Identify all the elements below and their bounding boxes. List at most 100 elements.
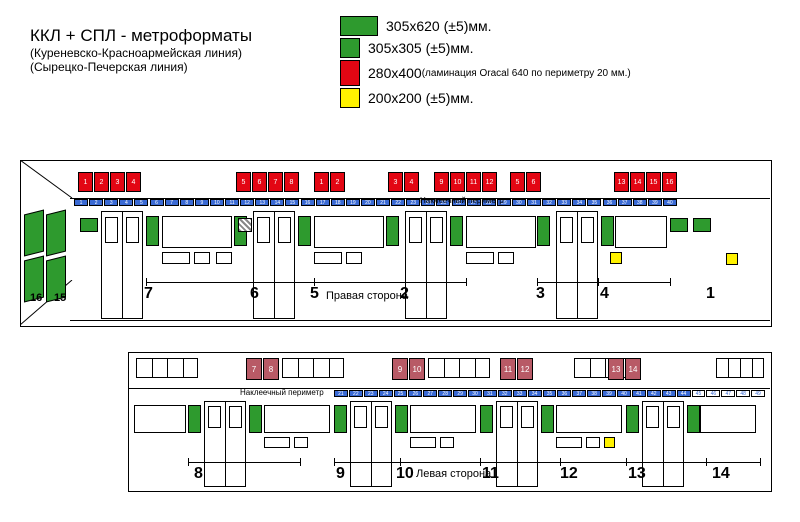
hatch-panel — [238, 218, 252, 232]
ad-slot-red: 1 — [78, 172, 93, 192]
door-number: 7 — [144, 285, 153, 303]
ad-slot-red: 12 — [517, 358, 533, 380]
ad-slot-red: 13 — [608, 358, 624, 380]
ad-slot-red: 4 — [404, 172, 419, 192]
ad-slot-green-large — [188, 405, 201, 433]
sticker-perimeter-cell: 45 — [692, 390, 706, 397]
ad-slot-yellow — [726, 253, 738, 265]
sticker-perimeter-cell: 39 — [602, 390, 616, 397]
ad-slot-red: 5 — [510, 172, 525, 192]
side-label: Левая сторона — [416, 468, 491, 480]
sticker-perimeter-cell: 14 — [270, 199, 284, 206]
sticker-perimeter-cell: 11 — [225, 199, 239, 206]
ad-slot-red: 9 — [434, 172, 449, 192]
sticker-perimeter-cell: 38 — [633, 199, 647, 206]
sticker-perimeter-cell: 18 — [331, 199, 345, 206]
panel-small — [498, 252, 514, 264]
legend-item: 305x620 (±5)мм. — [340, 16, 631, 36]
sticker-perimeter-cell: 32 — [498, 390, 512, 397]
window — [314, 216, 384, 248]
ad-slot-red: 3 — [388, 172, 403, 192]
ad-slot-green-large — [537, 216, 550, 246]
legend-swatch — [340, 60, 360, 86]
ad-slot-red: 10 — [409, 358, 425, 380]
sticker-perimeter-cell: 37 — [572, 390, 586, 397]
window — [700, 405, 756, 433]
ad-slot-red: 15 — [646, 172, 661, 192]
legend-text: 305x620 (±5)мм. — [386, 18, 492, 34]
sticker-perimeter-cell: 39 — [648, 199, 662, 206]
sticker-perimeter-cell: 48 — [736, 390, 750, 397]
legend-swatch — [340, 38, 360, 58]
panel-small — [162, 252, 190, 264]
legend-item: 200x200 (±5)мм. — [340, 88, 631, 108]
sticker-perimeter-cell: 36 — [603, 199, 617, 206]
panel-small — [466, 252, 494, 264]
ad-slot-green-large — [541, 405, 554, 433]
sticker-perimeter-cell: 33 — [513, 390, 527, 397]
sticker-perimeter-cell: 5 — [134, 199, 148, 206]
sticker-perimeter-cell: 33 — [557, 199, 571, 206]
perimeter-label: Наклеечный периметр — [420, 196, 504, 205]
sticker-perimeter-cell: 46 — [706, 390, 720, 397]
ad-slot-red: 7 — [246, 358, 262, 380]
sticker-perimeter-cell: 31 — [527, 199, 541, 206]
legend-item: 280x400(ламинация Oracal 640 по периметр… — [340, 60, 631, 86]
ad-slot-red: 2 — [330, 172, 345, 192]
sticker-perimeter-cell: 34 — [572, 199, 586, 206]
sticker-perimeter-cell: 40 — [617, 390, 631, 397]
ad-slot-red: 6 — [252, 172, 267, 192]
door-number: 3 — [536, 285, 545, 303]
ad-slot-green-large — [249, 405, 262, 433]
ad-slot-green-large — [601, 216, 614, 246]
sticker-perimeter-cell: 47 — [721, 390, 735, 397]
ad-slot-red: 13 — [614, 172, 629, 192]
sticker-perimeter-cell: 23 — [364, 390, 378, 397]
ad-slot-red: 14 — [630, 172, 645, 192]
sticker-perimeter-cell: 30 — [468, 390, 482, 397]
window — [264, 405, 330, 433]
panel-small — [586, 437, 600, 448]
sticker-perimeter-cell: 15 — [285, 199, 299, 206]
panel-small — [194, 252, 210, 264]
door-number: 12 — [560, 465, 578, 483]
ad-slot-yellow — [604, 437, 615, 448]
sticker-perimeter-cell: 40 — [663, 199, 677, 206]
ad-slot-red: 5 — [236, 172, 251, 192]
sticker-perimeter-cell: 22 — [391, 199, 405, 206]
panel-small — [440, 437, 454, 448]
sticker-perimeter-cell: 1 — [74, 199, 88, 206]
panel-small — [264, 437, 290, 448]
panel-small — [314, 252, 342, 264]
sticker-perimeter-cell: 34 — [528, 390, 542, 397]
sticker-perimeter-cell: 7 — [165, 199, 179, 206]
legend-text: 305x305 (±5)мм. — [368, 40, 474, 56]
sticker-perimeter-cell: 27 — [423, 390, 437, 397]
sticker-perimeter-cell: 30 — [512, 199, 526, 206]
sticker-perimeter-cell: 23 — [406, 199, 420, 206]
sticker-perimeter-cell: 31 — [483, 390, 497, 397]
legend-item: 305x305 (±5)мм. — [340, 38, 631, 58]
door-number: 4 — [600, 285, 609, 303]
sticker-perimeter-cell: 21 — [334, 390, 348, 397]
window — [466, 216, 536, 248]
panel-small — [410, 437, 436, 448]
panel-small — [294, 437, 308, 448]
page-subtitle-2: (Сырецко-Печерская линия) — [30, 60, 252, 74]
ad-slot-green-large — [386, 216, 399, 246]
panel-small — [216, 252, 232, 264]
ad-slot-red: 9 — [392, 358, 408, 380]
ad-slot-red: 8 — [263, 358, 279, 380]
sticker-perimeter-cell: 2 — [89, 199, 103, 206]
sticker-perimeter-cell: 29 — [453, 390, 467, 397]
ad-slot-green-large — [395, 405, 408, 433]
door-number: 16 — [30, 292, 42, 304]
sticker-perimeter-cell: 19 — [346, 199, 360, 206]
perimeter-label: Наклеечный периметр — [240, 388, 324, 397]
ad-slot-green-large — [480, 405, 493, 433]
ad-slot-green-large — [334, 405, 347, 433]
sticker-perimeter-cell: 10 — [210, 199, 224, 206]
sticker-perimeter-cell: 42 — [647, 390, 661, 397]
sticker-perimeter-cell: 43 — [662, 390, 676, 397]
ad-slot-red: 7 — [268, 172, 283, 192]
